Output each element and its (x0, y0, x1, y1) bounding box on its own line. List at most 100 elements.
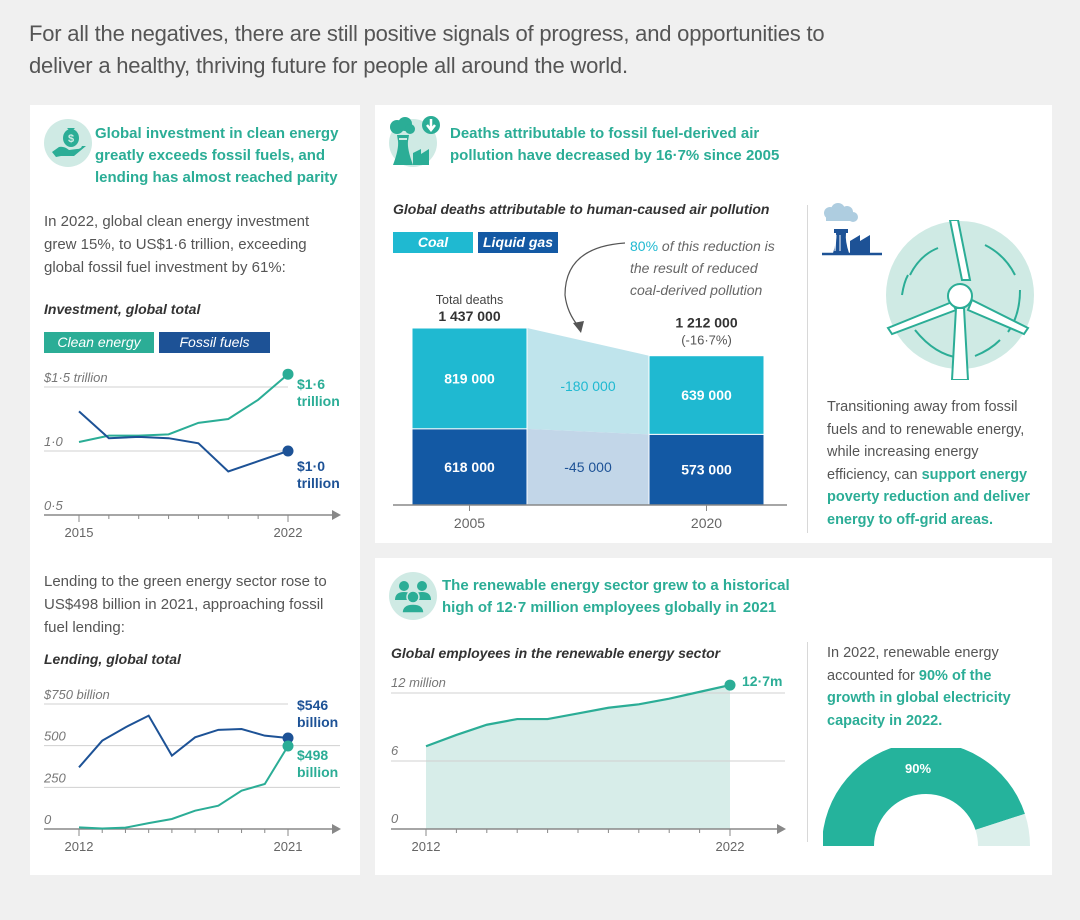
bar-label: 573 000 (681, 462, 732, 478)
investment-card: $ Global investment in clean energy grea… (30, 105, 360, 875)
bar-coal-2020 (648, 355, 765, 435)
bar-label: 618 000 (444, 459, 495, 475)
investment-headline: Global investment in clean energy greatl… (95, 125, 339, 186)
svg-text:$: $ (68, 133, 74, 145)
series-end-label: 12·7m (742, 673, 782, 689)
annotation-arrowhead (573, 321, 584, 333)
bar-label: 819 000 (444, 370, 495, 386)
intro-text: For all the negatives, there are still p… (29, 21, 825, 78)
annotation-arrow (564, 242, 626, 328)
total-2020: 1 212 000 (675, 315, 737, 331)
y-tick-label: 0 (391, 811, 399, 826)
capacity-text: In 2022, renewable energy accounted for … (827, 642, 1042, 732)
money-bag-hand-icon: $ (44, 119, 92, 167)
change-label: -180 000 (560, 378, 615, 394)
gauge-segment (975, 813, 1030, 846)
x-axis-arrow (777, 824, 786, 834)
x-tick-label: 2005 (454, 515, 485, 531)
x-tick-label: 2012 (65, 839, 94, 854)
y-tick-label: 6 (391, 743, 399, 758)
y-tick-label: 250 (43, 770, 66, 785)
transition-text: Transitioning away from fossil fuels and… (827, 396, 1042, 531)
y-tick-label: 1·0 (44, 434, 64, 449)
series-end-label: billion (297, 764, 338, 780)
series-end-dot (282, 740, 294, 752)
x-tick-label: 2020 (691, 515, 722, 531)
jobs-headline: The renewable energy sector grew to a hi… (442, 577, 790, 616)
area-fill (426, 685, 730, 829)
total-change: (-16·7%) (681, 333, 732, 348)
annotation-text: of this reduction is the result of reduc… (630, 238, 775, 298)
lending-body: Lending to the green energy sector rose … (44, 573, 327, 636)
series-end-label: $498 (297, 747, 328, 763)
legend-clean-energy: Clean energy (44, 332, 154, 353)
power-plant-down-arrow-icon (389, 116, 440, 167)
series-end-dot (724, 679, 736, 691)
jobs-card: The renewable energy sector grew to a hi… (375, 558, 1052, 875)
wind-turbine-icon (880, 219, 1040, 385)
bar-coal-2005 (411, 327, 528, 430)
x-tick-label: 2022 (716, 839, 745, 854)
legend-coal: Coal (393, 232, 473, 253)
series-line-clean-energy (78, 745, 289, 830)
series-line-fossil-fuels (78, 410, 289, 473)
series-end-label: trillion (297, 393, 340, 409)
employees-chart: 0 6 12 million 2012 2022 12·7m (391, 673, 786, 854)
bar-label: 639 000 (681, 387, 732, 403)
y-tick-label: $750 billion (43, 687, 110, 702)
legend-fossil-fuels: Fossil fuels (159, 332, 270, 353)
employees-chart-title: Global employees in the renewable energy… (391, 645, 721, 661)
x-tick-label: 2021 (274, 839, 303, 854)
coal-change-band (527, 328, 649, 435)
gauge-segment (823, 748, 1025, 846)
series-end-label: $1·6 (297, 376, 325, 392)
people-group-icon (389, 572, 437, 620)
capacity-text-plain: In 2022, renewable energy accounted for (827, 645, 999, 684)
total-deaths-label: Total deaths (436, 293, 503, 307)
y-tick-label: $1·5 trillion (43, 370, 108, 385)
factory-smoke-icon (820, 203, 886, 264)
deaths-chart-title: Global deaths attributable to human-caus… (393, 201, 770, 217)
series-line-fossil-fuels (78, 714, 289, 768)
series-end-dot (282, 732, 294, 744)
capacity-text-highlight: 90% of the growth in global electricity … (827, 667, 1011, 729)
y-tick-label: 12 million (391, 675, 446, 690)
gas-change-band (527, 428, 649, 505)
series-end-label: $546 (297, 697, 328, 713)
x-tick-label: 2015 (65, 525, 94, 540)
legend-liquid-gas: Liquid gas (478, 232, 558, 253)
change-label: -45 000 (564, 459, 612, 475)
deaths-card: Deaths attributable to fossil fuel-deriv… (375, 105, 1052, 543)
gauge-label: 90% (905, 761, 931, 776)
series-line-clean-energy (78, 373, 289, 444)
series-end-label: $1·0 (297, 458, 325, 474)
transition-text-plain: Transitioning away from fossil fuels and… (827, 399, 1025, 483)
total-2005: 1 437 000 (438, 308, 500, 324)
bar-gas-2005 (411, 428, 528, 506)
series-end-label: trillion (297, 475, 340, 491)
x-axis-arrow (332, 510, 341, 520)
y-tick-label: 0·5 (44, 498, 64, 513)
annotation-pct: 80% (630, 238, 659, 254)
y-tick-label: 0 (44, 812, 52, 827)
y-tick-label: 500 (44, 729, 66, 744)
lending-chart-title: Lending, global total (44, 651, 181, 667)
series-end-label: billion (297, 714, 338, 730)
series-end-dot (282, 368, 294, 380)
divider (807, 642, 808, 842)
transition-text-highlight: support energy poverty reduction and del… (827, 466, 1031, 528)
x-tick-label: 2022 (274, 525, 303, 540)
series-end-dot (282, 445, 294, 457)
reduction-annotation: 80% of this reduction is the result of r… (630, 235, 790, 301)
x-axis-arrow (332, 824, 341, 834)
divider (807, 205, 808, 533)
investment-chart-title: Investment, global total (44, 301, 201, 317)
x-tick-label: 2012 (412, 839, 441, 854)
investment-body: In 2022, global clean energy investment … (44, 213, 310, 276)
capacity-gauge: 90% (823, 748, 1030, 846)
deaths-headline: Deaths attributable to fossil fuel-deriv… (450, 125, 780, 164)
deaths-chart: 819 000 618 000 639 000 573 000 -180 000 -45 … (393, 242, 787, 531)
series-line (425, 683, 731, 748)
